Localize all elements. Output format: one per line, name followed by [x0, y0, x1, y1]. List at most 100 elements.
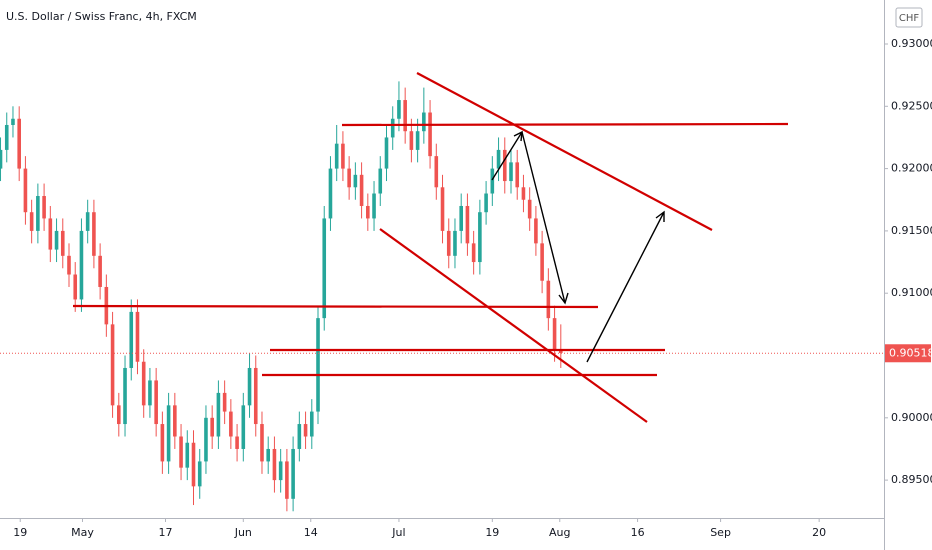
- candle-body: [29, 212, 34, 231]
- y-tick-label: 0.91500: [891, 224, 932, 237]
- candle-body: [117, 405, 121, 425]
- candle-body: [403, 100, 407, 132]
- y-tick-label: 0.89500: [891, 473, 932, 486]
- candle-body: [446, 230, 451, 256]
- candle-body: [272, 448, 277, 481]
- candle-body: [502, 149, 507, 182]
- candle-body: [42, 196, 46, 219]
- candle-body: [353, 174, 358, 188]
- x-tick-label: 19: [485, 526, 499, 539]
- candle-body: [434, 156, 439, 188]
- candle-body: [160, 424, 165, 462]
- x-tick-label: Jun: [234, 526, 252, 539]
- candle-body: [341, 143, 345, 169]
- candle-body: [546, 280, 551, 319]
- axes: 0.93000 0.92500 0.92000 0.91500 0.91000 0.900…: [13, 37, 932, 539]
- candle-body: [11, 118, 15, 125]
- candle-body: [496, 149, 501, 169]
- x-tick-label: Aug: [549, 526, 570, 539]
- candle-body: [409, 131, 414, 150]
- candle-body: [241, 405, 246, 449]
- candle-body: [98, 255, 102, 287]
- candle-body: [179, 436, 183, 468]
- candle-body: [235, 436, 239, 449]
- candle-body: [204, 417, 208, 462]
- candle-body: [185, 442, 190, 468]
- y-tick-label: 0.93000: [891, 37, 932, 50]
- candle-body: [141, 361, 146, 406]
- x-tick-label: 20: [812, 526, 826, 539]
- candle-body: [440, 187, 445, 231]
- candle-body: [285, 461, 289, 499]
- candle-body: [173, 405, 177, 437]
- x-tick-label: 14: [304, 526, 318, 539]
- candle-body: [135, 311, 140, 362]
- candle-body: [67, 255, 71, 275]
- candle-body: [390, 118, 395, 138]
- candle-body: [17, 118, 21, 169]
- last-price-label: 0.90518: [889, 346, 932, 359]
- candle-body: [478, 212, 482, 263]
- candle-body: [397, 100, 401, 119]
- candle-body: [309, 411, 314, 437]
- level-line: [72, 304, 599, 309]
- candle-body: [334, 143, 339, 169]
- candle-body: [316, 318, 320, 412]
- candle-body: [303, 424, 308, 437]
- candle-body: [4, 124, 9, 150]
- candle-body: [154, 380, 158, 425]
- candle-body: [297, 424, 302, 449]
- candle-body: [253, 367, 258, 425]
- candle-body: [197, 461, 202, 487]
- candle-body: [428, 112, 432, 157]
- candle-body: [216, 392, 221, 437]
- candle-body: [372, 193, 376, 219]
- candle-body: [129, 311, 134, 368]
- candle-body: [266, 448, 271, 462]
- y-tick-label: 0.91000: [891, 286, 932, 299]
- candle-body: [465, 205, 470, 244]
- x-tick-label: Jul: [391, 526, 405, 539]
- trend-line: [379, 228, 648, 423]
- x-tick-label: Sep: [710, 526, 731, 539]
- candle-body: [347, 168, 351, 188]
- candle-body: [415, 131, 420, 150]
- trend-line: [416, 72, 713, 231]
- drawings: [72, 72, 789, 423]
- chart-title: U.S. Dollar / Swiss Franc, 4h, FXCM: [6, 10, 197, 23]
- last-price-box: [885, 344, 931, 363]
- candle-body: [148, 380, 152, 406]
- x-tick-label: May: [71, 526, 94, 539]
- candle-body: [484, 193, 488, 213]
- candle-body: [291, 448, 295, 499]
- candle-body: [85, 212, 90, 231]
- candle-body: [79, 230, 84, 300]
- candle-body: [366, 205, 370, 219]
- arrow: [521, 131, 569, 305]
- candle-body: [459, 205, 463, 231]
- candle-body: [527, 199, 532, 219]
- currency-box[interactable]: [895, 7, 923, 28]
- candle-body: [23, 168, 28, 213]
- candle-body: [453, 230, 457, 256]
- x-tick-label: 16: [631, 526, 645, 539]
- candle-body: [359, 174, 364, 206]
- candle-body: [559, 349, 563, 354]
- candle-body: [247, 367, 252, 406]
- x-tick-label: 17: [158, 526, 172, 539]
- candle-body: [509, 162, 513, 182]
- candle-body: [278, 461, 283, 481]
- candle-body: [0, 149, 3, 169]
- candle-body: [328, 168, 333, 219]
- candle-body: [490, 168, 495, 194]
- candle-body: [123, 367, 127, 425]
- candle-body: [73, 274, 78, 300]
- candle-body: [48, 218, 53, 250]
- candle-body: [552, 318, 557, 350]
- candle-body: [222, 392, 227, 412]
- y-tick-label: 0.92500: [891, 99, 932, 112]
- x-tick-label: 19: [13, 526, 27, 539]
- candle-body: [471, 243, 476, 263]
- candle-body: [534, 218, 538, 244]
